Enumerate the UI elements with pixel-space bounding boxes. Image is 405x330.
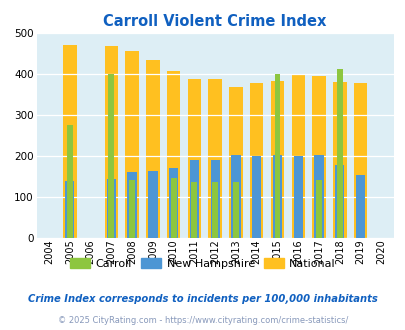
Bar — [127, 172, 136, 238]
Bar — [63, 45, 76, 238]
Bar — [171, 178, 176, 238]
Bar — [353, 82, 367, 238]
Bar — [313, 155, 323, 238]
Title: Carroll Violent Crime Index: Carroll Violent Crime Index — [103, 14, 326, 29]
Bar — [168, 168, 178, 238]
Bar — [291, 75, 304, 238]
Bar — [334, 165, 343, 238]
Bar — [148, 171, 157, 238]
Bar — [191, 182, 197, 238]
Bar — [311, 76, 325, 238]
Text: Crime Index corresponds to incidents per 100,000 inhabitants: Crime Index corresponds to incidents per… — [28, 294, 377, 304]
Bar — [272, 155, 281, 238]
Text: © 2025 CityRating.com - https://www.cityrating.com/crime-statistics/: © 2025 CityRating.com - https://www.city… — [58, 316, 347, 325]
Bar — [108, 74, 114, 238]
Bar — [232, 182, 238, 238]
Bar — [315, 180, 321, 238]
Bar — [229, 87, 242, 238]
Bar — [67, 125, 72, 238]
Bar — [146, 60, 159, 238]
Bar — [210, 160, 220, 238]
Bar — [274, 74, 280, 238]
Bar — [104, 46, 118, 238]
Bar — [166, 72, 180, 238]
Legend: Carroll, New Hampshire, National: Carroll, New Hampshire, National — [66, 254, 339, 273]
Bar — [189, 160, 198, 238]
Bar — [212, 182, 217, 238]
Bar — [107, 180, 116, 238]
Bar — [65, 181, 74, 238]
Bar — [270, 81, 283, 238]
Bar — [187, 79, 200, 238]
Bar — [336, 69, 342, 238]
Bar — [129, 180, 135, 238]
Bar — [293, 156, 302, 238]
Bar — [355, 176, 364, 238]
Bar — [332, 82, 346, 238]
Bar — [208, 79, 222, 238]
Bar — [125, 51, 139, 238]
Bar — [252, 156, 261, 238]
Bar — [249, 83, 263, 238]
Bar — [231, 155, 240, 238]
